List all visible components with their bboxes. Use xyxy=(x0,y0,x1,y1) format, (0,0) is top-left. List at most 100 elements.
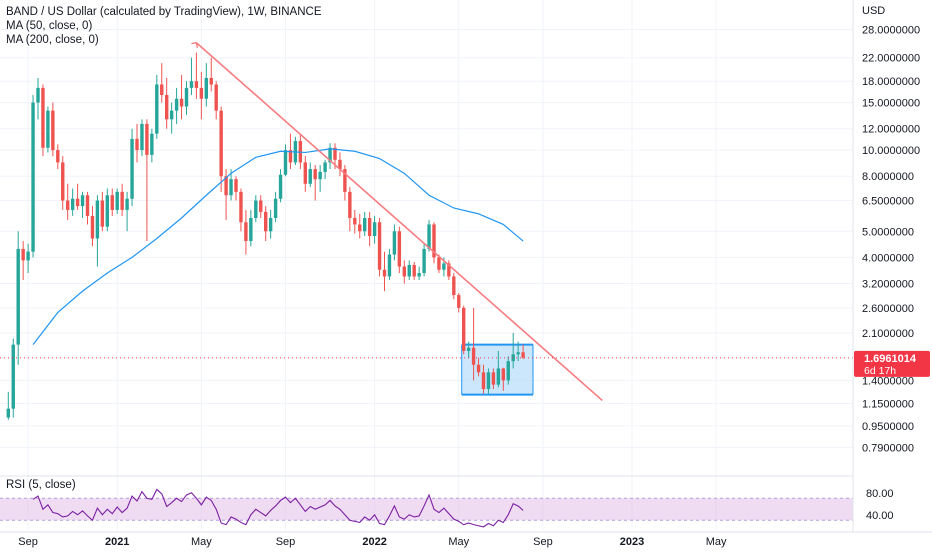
candle xyxy=(476,357,481,377)
price-tick-label: 4.0000000 xyxy=(862,252,914,264)
candle xyxy=(85,191,90,225)
candle-body xyxy=(466,347,471,351)
candle xyxy=(486,368,491,394)
candle xyxy=(46,106,50,153)
price-tick-label: 2.1000000 xyxy=(862,328,914,340)
candle-body xyxy=(407,264,411,277)
price-tick-label: 3.2000000 xyxy=(862,279,914,291)
candle xyxy=(432,222,436,264)
candle xyxy=(318,165,322,192)
candle xyxy=(516,341,520,362)
ma200-legend[interactable]: MA (200, close, 0) xyxy=(6,34,99,46)
time-tick-label: 2023 xyxy=(620,536,644,548)
candle xyxy=(481,364,486,394)
candle xyxy=(427,220,431,252)
candle-body xyxy=(377,222,382,270)
candle xyxy=(363,211,367,237)
candle xyxy=(140,119,144,157)
candle xyxy=(501,367,505,391)
candle-body xyxy=(254,200,258,218)
trendline[interactable] xyxy=(191,41,603,402)
candle xyxy=(130,128,134,207)
candle xyxy=(150,128,154,163)
price-tick-label: 5.0000000 xyxy=(862,226,914,238)
trendline-path xyxy=(195,42,603,402)
candle-body xyxy=(239,191,243,223)
ma50-path xyxy=(32,148,524,345)
candle-body xyxy=(204,77,208,99)
candle xyxy=(209,57,213,92)
candle xyxy=(169,102,174,134)
candle-body xyxy=(323,162,327,172)
candle xyxy=(31,95,35,258)
rsi-tick-label: 40.00 xyxy=(866,510,894,522)
candle xyxy=(145,119,149,242)
candle xyxy=(56,144,60,170)
candle xyxy=(160,63,164,103)
candle-body xyxy=(11,344,15,409)
price-tick-label: 1.1500000 xyxy=(862,398,914,410)
candle xyxy=(184,81,189,115)
candle xyxy=(249,209,253,247)
candle-body xyxy=(318,171,322,180)
candle xyxy=(521,344,525,360)
candle-body xyxy=(278,174,283,199)
candle xyxy=(120,183,124,216)
candle xyxy=(219,106,223,192)
ma50-legend[interactable]: MA (50, close, 0) xyxy=(6,20,93,32)
candle-body xyxy=(6,408,10,418)
candle-body xyxy=(273,198,278,218)
candle-body xyxy=(125,198,129,210)
candle-body xyxy=(219,110,223,177)
rsi-pane xyxy=(0,488,853,528)
candle xyxy=(80,191,85,218)
time-tick-label: May xyxy=(706,536,727,548)
candle-body xyxy=(46,110,50,148)
candle xyxy=(323,159,327,180)
rsi-tick-label: 80.00 xyxy=(866,488,894,500)
candle-body xyxy=(105,195,109,227)
candle-body xyxy=(432,224,436,258)
candle-body xyxy=(110,195,114,210)
price-tick-label: 15.0000000 xyxy=(862,98,920,110)
last-price-countdown: 6d 17h xyxy=(864,365,896,377)
candle xyxy=(179,74,184,120)
candle-body xyxy=(145,123,149,155)
candle-body xyxy=(457,295,461,308)
candle-body xyxy=(382,269,387,277)
candle xyxy=(234,176,238,201)
candle xyxy=(264,206,268,242)
candle xyxy=(466,341,471,358)
candle-body xyxy=(56,150,60,163)
rsi-path xyxy=(32,488,524,528)
candle xyxy=(417,266,421,280)
chart-title[interactable]: BAND / US Dollar (calculated by TradingV… xyxy=(6,6,322,18)
candle-body xyxy=(85,195,90,216)
candle-body xyxy=(189,81,194,88)
candle xyxy=(135,123,139,163)
price-tick-label: 8.0000000 xyxy=(862,171,914,183)
rsi-legend[interactable]: RSI (5, close) xyxy=(6,479,76,491)
candle xyxy=(392,224,397,261)
candle-body xyxy=(169,110,174,120)
candle xyxy=(382,251,387,292)
candle xyxy=(353,209,357,234)
candle-body xyxy=(214,84,218,111)
candle xyxy=(402,260,406,284)
last-price-tag-bg xyxy=(854,350,930,377)
price-tick-label: 0.9500000 xyxy=(862,421,914,433)
candle-body xyxy=(417,273,421,277)
candle-body xyxy=(264,211,268,232)
candle-body xyxy=(36,87,40,103)
candle xyxy=(348,186,352,232)
time-tick-label: 2022 xyxy=(362,536,386,548)
price-tick-label: 28.0000000 xyxy=(862,24,920,36)
candle-body xyxy=(80,195,85,207)
candle xyxy=(506,356,510,385)
candle xyxy=(447,260,451,280)
candle xyxy=(100,191,105,232)
candle-body xyxy=(174,98,179,111)
